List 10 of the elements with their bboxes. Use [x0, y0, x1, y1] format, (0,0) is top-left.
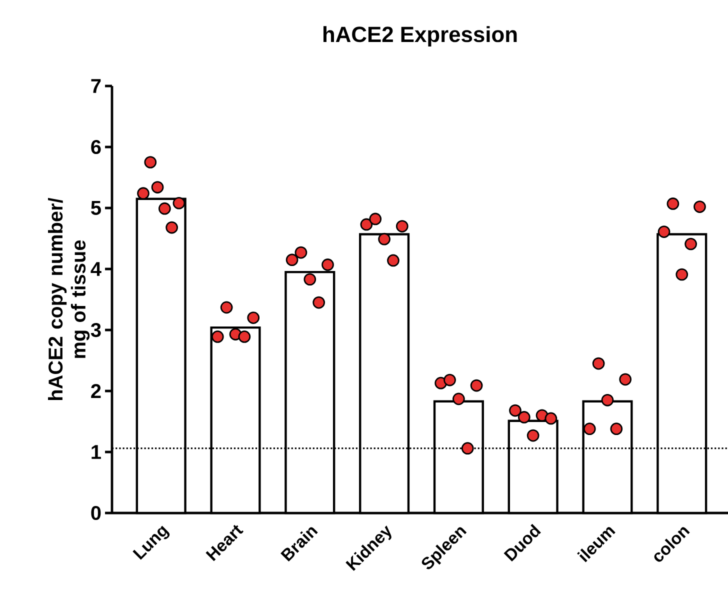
- y-tick-label: 0: [91, 506, 101, 520]
- y-axis-title: hACE2 copy number/ mg of tissue: [48, 198, 90, 400]
- y-tick-label: 5: [91, 201, 101, 215]
- y-tick-label: 6: [91, 140, 101, 154]
- y-tick-label: 4: [90, 262, 102, 276]
- chart-title: hACE2 Expression: [323, 26, 517, 47]
- y-tick-label: 7: [91, 79, 101, 93]
- y-tick-label: 3: [90, 322, 101, 338]
- y-tick-label: 1: [92, 445, 101, 459]
- y-tick-label: 2: [91, 384, 101, 398]
